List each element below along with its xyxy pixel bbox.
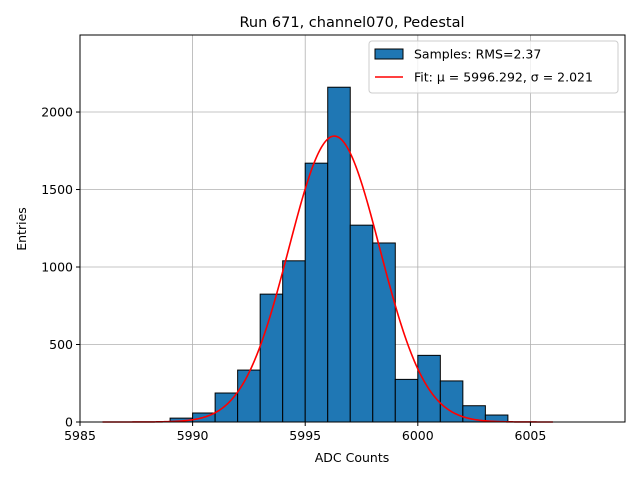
legend-label: Fit: μ = 5996.292, σ = 2.021	[414, 70, 593, 85]
chart-title: Run 671, channel070, Pedestal	[239, 15, 464, 31]
legend-box	[368, 40, 619, 94]
plot-frame	[79, 34, 626, 423]
x-tick-label: 5985	[64, 428, 96, 443]
y-tick-label: 0	[65, 415, 73, 430]
y-tick-label: 500	[49, 337, 73, 352]
legend-patch	[374, 48, 404, 60]
y-tick-label: 1000	[41, 260, 73, 275]
x-tick-label: 6000	[402, 428, 434, 443]
x-tick-label: 5995	[289, 428, 321, 443]
legend: Samples: RMS=2.37 Fit: μ = 5996.292, σ = …	[368, 40, 619, 94]
histogram-bar	[349, 224, 374, 423]
y-axis-label: Entries	[14, 207, 29, 251]
x-tick-label: 6005	[515, 428, 547, 443]
histogram-bar	[394, 378, 419, 423]
x-axis-label: ADC Counts	[315, 450, 390, 465]
histogram-bar	[304, 162, 329, 423]
fit-curve	[102, 135, 553, 423]
histogram-bar	[282, 260, 306, 423]
histogram-bar	[237, 369, 261, 423]
y-tick-label: 1500	[41, 182, 73, 197]
x-tick-label: 5990	[177, 428, 209, 443]
legend-label: Samples: RMS=2.37	[414, 47, 541, 62]
y-tick-label: 2000	[41, 105, 73, 120]
histogram-bar	[372, 242, 396, 423]
